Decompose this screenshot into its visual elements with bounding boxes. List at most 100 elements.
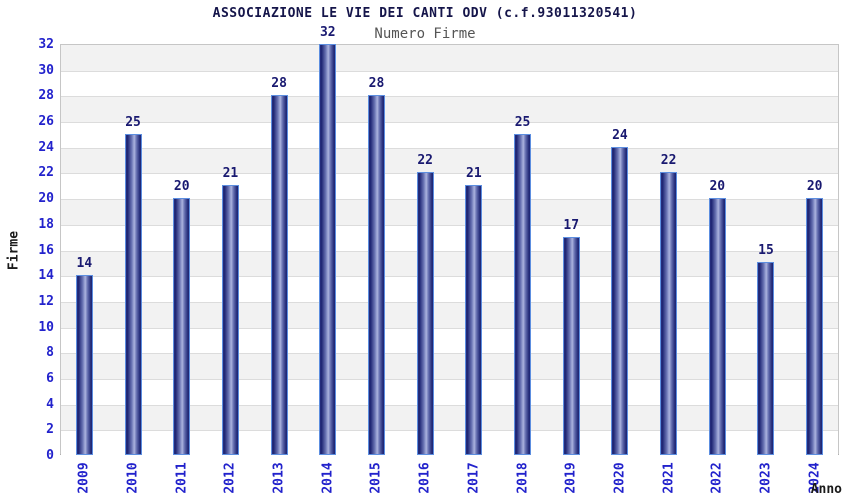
y-tick-label: 4 — [46, 396, 54, 412]
plot-band — [61, 147, 838, 174]
y-tick-label: 12 — [38, 293, 54, 309]
y-tick-label: 22 — [38, 165, 54, 181]
y-tick-label: 6 — [46, 370, 54, 386]
gridline — [61, 353, 838, 355]
plot-band — [61, 224, 838, 251]
bar — [562, 236, 580, 455]
bar — [660, 172, 678, 455]
bar — [806, 198, 824, 455]
y-tick-label: 2 — [46, 422, 54, 438]
bar — [367, 95, 385, 455]
plot-band — [61, 430, 838, 456]
bar-value-label: 20 — [709, 179, 726, 195]
x-axis-title: Anno — [810, 482, 842, 497]
bar — [514, 133, 532, 455]
plot-band — [61, 122, 838, 148]
bar-value-label: 14 — [76, 256, 93, 272]
gridline — [61, 70, 838, 72]
plot-area — [60, 44, 839, 456]
gridline — [61, 430, 838, 432]
bar — [611, 146, 629, 455]
bar-value-label: 24 — [612, 127, 628, 143]
gridline — [61, 301, 838, 303]
bar — [708, 198, 726, 455]
plot-band — [61, 173, 838, 200]
plot-band — [61, 378, 838, 405]
gridline — [61, 96, 838, 98]
bar — [757, 262, 775, 455]
bar-value-label: 20 — [173, 179, 190, 195]
y-tick-label: 18 — [38, 216, 54, 232]
x-tick-label: 2012 — [222, 462, 238, 494]
chart-subtitle: Numero Firme — [374, 26, 476, 42]
plot-band — [61, 276, 838, 302]
bar-value-label: 21 — [466, 166, 482, 182]
y-tick-label: 8 — [46, 345, 54, 361]
gridline — [61, 122, 838, 124]
bar-value-label: 15 — [758, 243, 774, 259]
bar-value-label: 22 — [660, 153, 677, 169]
y-tick-label: 24 — [38, 139, 54, 155]
y-tick-label: 26 — [38, 114, 54, 130]
bar-value-label: 21 — [222, 166, 239, 182]
x-tick-label: 2019 — [563, 462, 579, 494]
chart-title: ASSOCIAZIONE LE VIE DEI CANTI ODV (c.f.9… — [212, 6, 638, 21]
plot-band — [61, 404, 838, 431]
plot-band — [61, 353, 838, 379]
x-tick-label: 2017 — [466, 462, 482, 494]
x-tick-label: 2014 — [320, 462, 336, 494]
y-tick-label: 32 — [38, 37, 54, 52]
bar-value-label: 22 — [417, 153, 433, 169]
x-tick-label: 2010 — [125, 462, 141, 494]
bar — [270, 95, 288, 455]
plot-band — [61, 45, 838, 71]
plot-band — [61, 96, 838, 123]
x-tick-label: 2018 — [515, 462, 531, 494]
gridline — [61, 250, 838, 252]
x-tick-label: 2013 — [271, 462, 287, 494]
plot-band — [61, 250, 838, 277]
bar-value-label: 20 — [806, 179, 823, 195]
x-tick-label: 2011 — [174, 462, 190, 494]
y-tick-label: 0 — [46, 448, 54, 463]
y-tick-label: 28 — [38, 88, 54, 104]
y-tick-label: 20 — [38, 191, 54, 207]
bar — [124, 133, 142, 455]
plot-band — [61, 301, 838, 328]
bar-value-label: 25 — [514, 114, 531, 130]
gridline — [61, 276, 838, 278]
y-tick-label: 16 — [38, 242, 54, 258]
x-tick-label: 2020 — [612, 462, 628, 494]
bar — [465, 185, 483, 455]
plot-band — [61, 327, 838, 354]
bar-value-label: 17 — [563, 217, 580, 233]
bar — [173, 198, 191, 455]
plot-band — [61, 70, 838, 97]
gridline — [61, 378, 838, 380]
y-tick-label: 30 — [38, 62, 54, 78]
y-tick-label: 10 — [38, 319, 54, 335]
gridline — [61, 404, 838, 406]
bar — [221, 185, 239, 455]
x-tick-label: 2021 — [661, 462, 677, 494]
gridline — [61, 147, 838, 149]
plot-band — [61, 199, 838, 225]
gridline — [61, 224, 838, 226]
x-tick-label: 2009 — [76, 462, 92, 494]
bar — [416, 172, 434, 455]
x-tick-label: 2015 — [368, 462, 384, 494]
x-tick-label: 2023 — [758, 462, 774, 494]
bar-value-label: 25 — [125, 114, 141, 130]
x-tick-label: 2016 — [417, 462, 433, 494]
bar-value-label: 28 — [368, 76, 385, 92]
y-tick-label: 14 — [38, 268, 54, 284]
bar — [319, 44, 337, 455]
gridline — [61, 327, 838, 329]
gridline — [61, 199, 838, 201]
gridline — [61, 173, 838, 175]
bar-value-label: 28 — [271, 76, 287, 92]
x-tick-label: 2022 — [709, 462, 725, 494]
bar-value-label: 32 — [319, 25, 336, 40]
bar — [75, 275, 93, 455]
